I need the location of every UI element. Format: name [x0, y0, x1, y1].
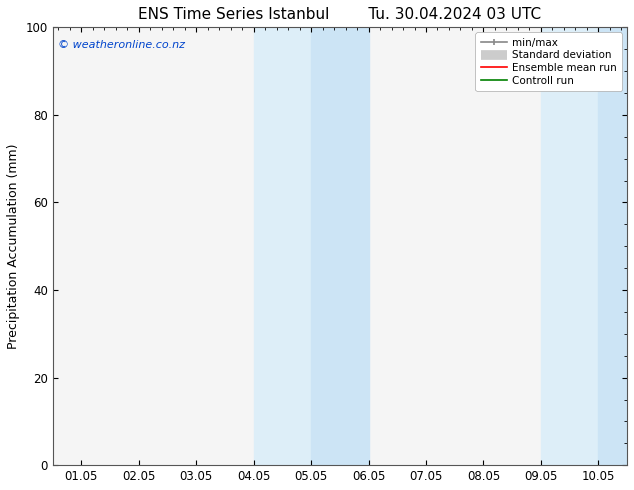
Text: © weatheronline.co.nz: © weatheronline.co.nz	[58, 40, 185, 50]
Bar	[541, 27, 598, 465]
Title: ENS Time Series Istanbul        Tu. 30.04.2024 03 UTC: ENS Time Series Istanbul Tu. 30.04.2024 …	[138, 7, 541, 22]
Bar	[311, 27, 368, 465]
Y-axis label: Precipitation Accumulation (mm): Precipitation Accumulation (mm)	[7, 144, 20, 349]
Bar	[254, 27, 311, 465]
Legend: min/max, Standard deviation, Ensemble mean run, Controll run: min/max, Standard deviation, Ensemble me…	[476, 32, 622, 91]
Bar	[598, 27, 634, 465]
